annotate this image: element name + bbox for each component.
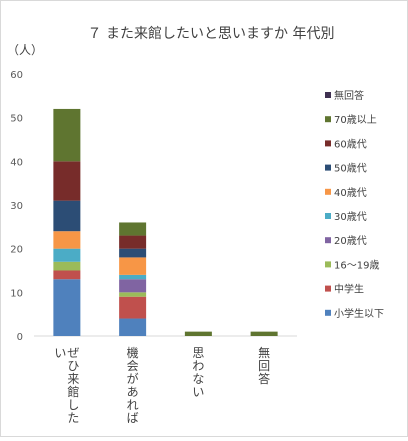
legend-label: 60歳代 [334, 138, 367, 150]
legend-label: 中学生 [334, 283, 364, 296]
bar-segment [53, 279, 81, 336]
legend-swatch [325, 92, 331, 98]
legend-item: 70歳以上 [325, 114, 377, 126]
legend-label: 70歳以上 [334, 114, 377, 126]
plot-area: 0 10 20 30 40 50 60 ぜひ来館したい 機会があれば 思わない 無回答 [10, 70, 297, 425]
legend-label: 40歳代 [334, 187, 367, 199]
legend-item: 小学生以下 [325, 307, 384, 320]
legend-swatch [325, 188, 331, 195]
x-category-label: ぜひ来館したい [54, 346, 79, 425]
svg-text:ぜひ来館したい: ぜひ来館したい [54, 346, 79, 425]
legend-item: 無回答 [325, 89, 364, 102]
legend-item: 60歳代 [325, 138, 367, 150]
chart-title: ７ また来館したいと思いますか 年代別 [88, 25, 335, 42]
bar-segment [184, 331, 212, 336]
legend-swatch [325, 213, 331, 219]
legend-swatch [325, 309, 331, 316]
bar-segment [53, 248, 81, 262]
legend-swatch [325, 116, 331, 123]
bar-segment [53, 200, 81, 232]
legend-label: 30歳代 [334, 211, 367, 223]
bar-segment [53, 231, 81, 249]
y-tick-label: 50 [10, 114, 23, 125]
legend-swatch [325, 285, 331, 292]
legend-item: 30歳代 [325, 211, 367, 223]
bar-segment [53, 261, 81, 271]
y-tick-label: 40 [10, 157, 23, 168]
legend-label: 16～19歳 [334, 259, 379, 271]
legend-label: 小学生以下 [334, 307, 384, 320]
bar-segment [119, 274, 147, 280]
legend-label: 20歳代 [334, 235, 367, 247]
bar-segment [119, 235, 147, 249]
legend-label: 50歳代 [334, 163, 367, 175]
y-tick-label: 20 [10, 245, 23, 256]
bar-segment [119, 318, 147, 336]
svg-text:思わない: 思わない [192, 346, 204, 399]
legend-item: 20歳代 [325, 235, 367, 247]
y-tick-label: 60 [10, 70, 23, 81]
legend-item: 40歳代 [325, 187, 367, 199]
bar-segment [119, 248, 147, 258]
legend-item: 16～19歳 [325, 259, 379, 271]
legend: 無回答 70歳以上 60歳代 50歳代 40歳代 30歳代 20歳代 16～19歳中学生小学生… [325, 89, 384, 320]
legend-swatch [325, 140, 331, 147]
bar-segment [53, 270, 81, 280]
x-category-label: 思わない [192, 346, 204, 399]
x-category-label: 機会があれば [127, 345, 139, 425]
svg-text:機会があれば: 機会があれば [127, 345, 139, 425]
bar-segment [119, 222, 147, 236]
bar-segment [53, 108, 81, 162]
y-axis-unit-label: （人） [7, 43, 43, 57]
bar-segment [119, 257, 147, 275]
bar-segment [53, 161, 81, 201]
bar-segment [119, 296, 147, 319]
legend-item: 中学生 [325, 283, 364, 296]
y-tick-label: 30 [10, 201, 23, 212]
y-tick-label: 10 [10, 288, 23, 299]
y-tick-label: 0 [17, 332, 23, 343]
bar-segment [250, 331, 278, 336]
legend-item: 50歳代 [325, 163, 367, 175]
legend-swatch [325, 164, 331, 171]
bar-segment [119, 279, 147, 293]
svg-text:無回答: 無回答 [258, 345, 270, 386]
legend-swatch [325, 261, 331, 268]
bar-segment [119, 292, 147, 297]
legend-label: 無回答 [334, 89, 364, 102]
x-category-label: 無回答 [258, 345, 270, 386]
legend-swatch [325, 237, 331, 244]
